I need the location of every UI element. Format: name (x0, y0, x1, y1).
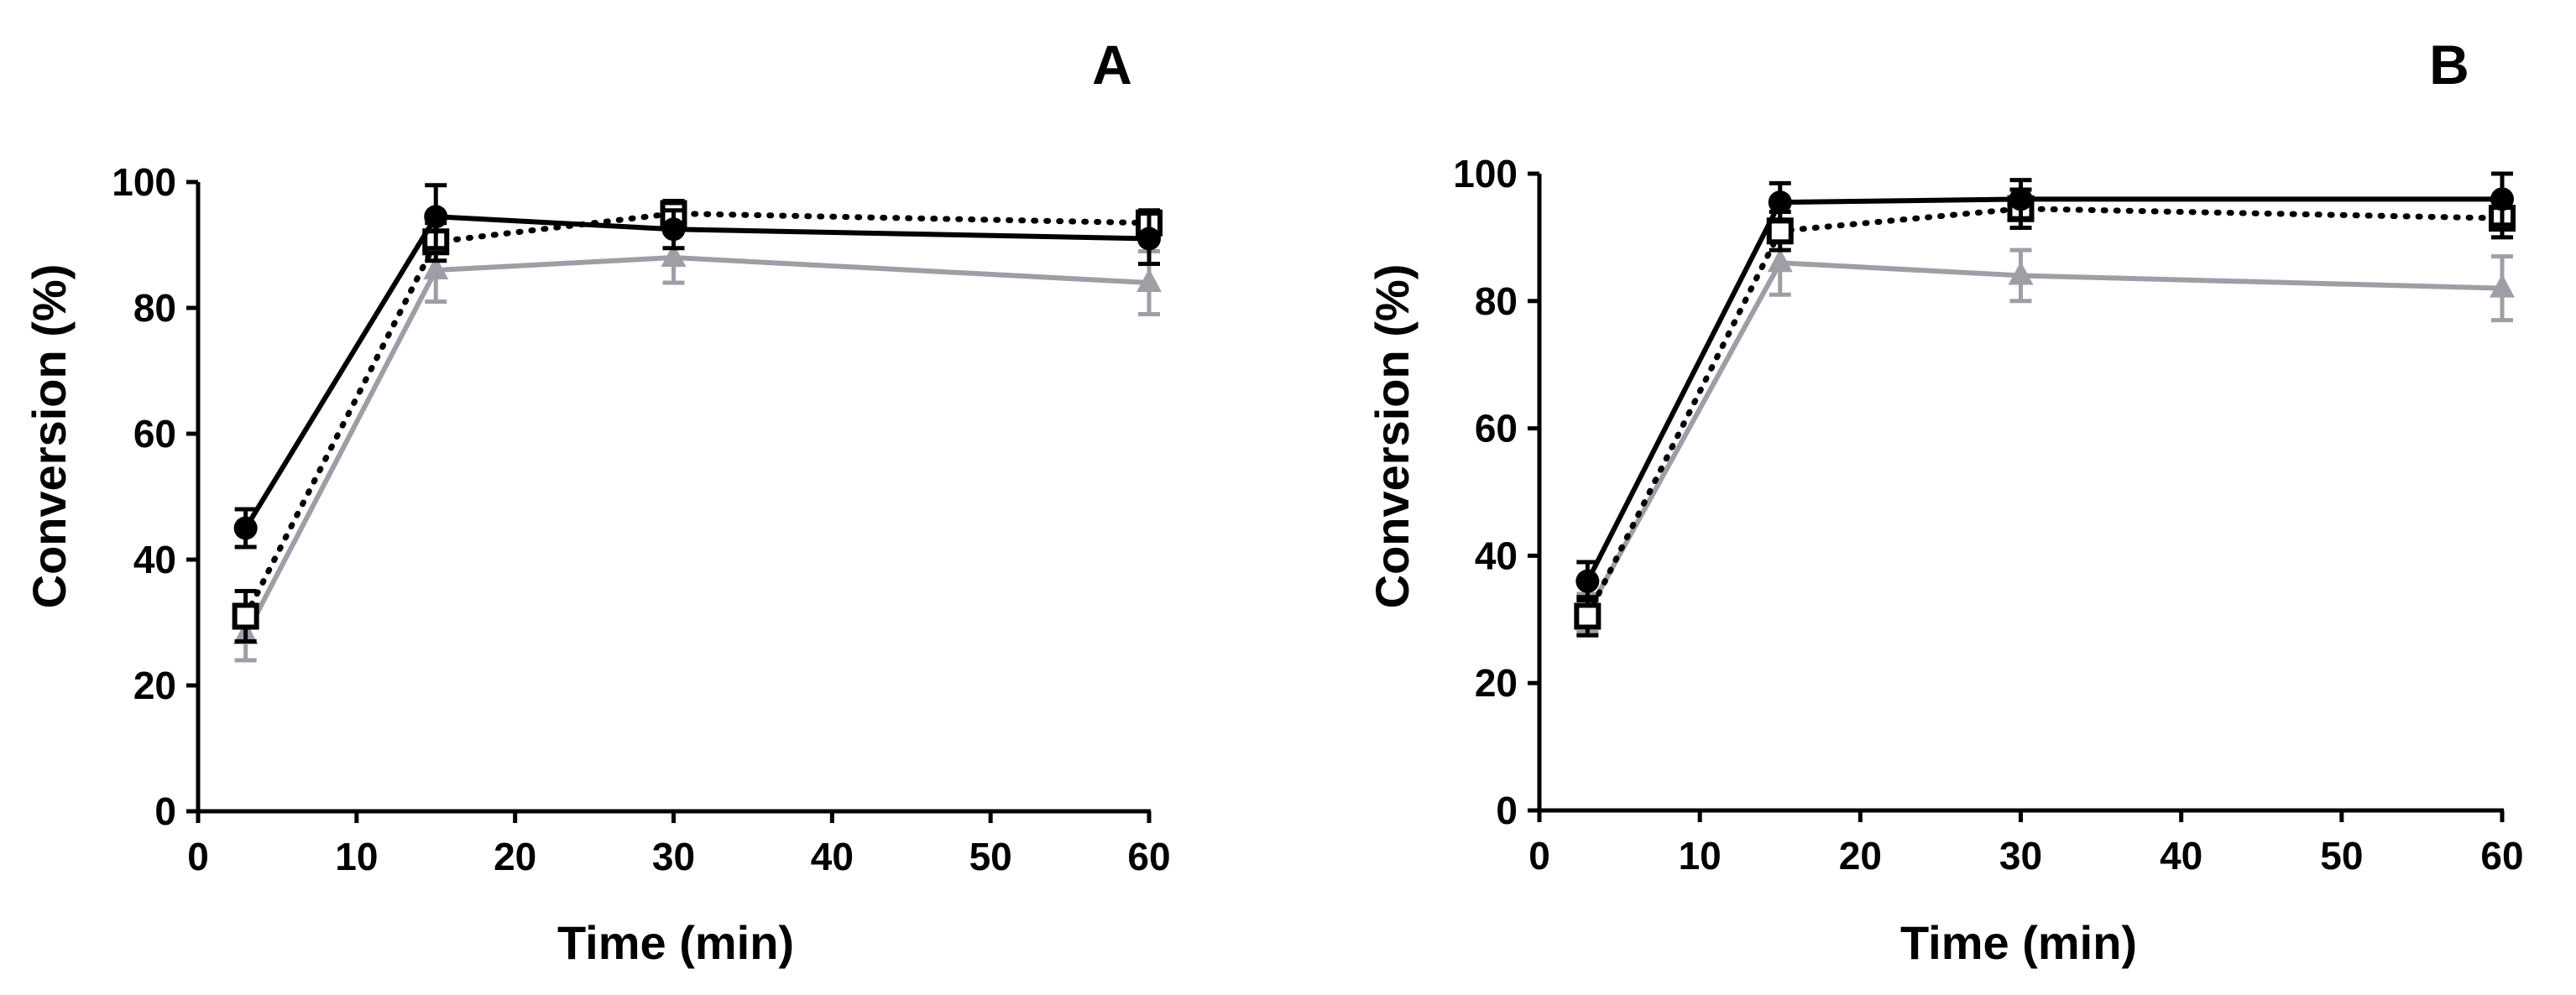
panel-a-point-triangle (423, 256, 449, 279)
panel-a-series-open-square (232, 199, 1163, 643)
panel-b-y-tick-label: 40 (1475, 534, 1518, 577)
panel-a-x-tick-label: 10 (335, 835, 378, 878)
panel-a-series-line-open-square (243, 211, 1152, 619)
panel-a-point-triangle (661, 243, 687, 267)
panel-b-series-line-filled-circle (1585, 196, 2502, 583)
panel-b-point-triangle (2490, 273, 2515, 298)
panel-b-y-tick-label: 80 (1475, 279, 1518, 323)
panel-a-point-circle (424, 205, 448, 229)
panel-b-series-line-open-square (1584, 206, 2505, 620)
panel-a-y-axis-title: Conversion (%) (23, 264, 76, 609)
panel-a-x-tick-label: 0 (187, 835, 209, 878)
panel-b-point-circle (2490, 187, 2514, 211)
panel-b-point-triangle (2008, 261, 2034, 285)
panel-b-x-axis-title: Time (min) (1900, 916, 2137, 969)
panel-a-series-line-gray-triangle (243, 255, 1150, 637)
panel-a-point-circle (233, 516, 258, 540)
panel-a-x-tick-label: 30 (652, 835, 695, 878)
panel-a-y-tick-label: 80 (133, 286, 176, 330)
panel-a-point-triangle (1136, 268, 1162, 292)
panel-b-point-circle (1768, 190, 1792, 215)
panel-b-y-tick-label: 0 (1496, 789, 1518, 832)
panel-a-series-filled-circle (233, 183, 1161, 550)
panel-b-x-tick-label: 30 (1999, 834, 2042, 878)
panel-a-y-tick-label: 100 (112, 160, 176, 204)
panel-a-y-tick-label: 0 (154, 789, 176, 833)
panel-a-series-gray-triangle (233, 230, 1162, 663)
panel-a-y-tick-label: 20 (133, 664, 176, 707)
panel-a-point-circle (1137, 227, 1161, 251)
panel-b: B Conversion (%) Time (min) 020406080100… (1366, 34, 2524, 969)
panel-a-point-square (232, 602, 259, 630)
panel-a-x-tick-label: 40 (811, 835, 854, 878)
panel-b-x-tick-label: 0 (1528, 834, 1550, 878)
panel-b-series-filled-circle (1575, 171, 2514, 603)
panel-b-x-tick-label: 40 (2160, 834, 2202, 878)
panel-b-y-tick-label: 100 (1453, 152, 1518, 195)
panel-a-x-tick-label: 20 (494, 835, 536, 878)
panel-a-y-tick-label: 40 (133, 538, 176, 581)
panel-a-point-circle (661, 217, 686, 242)
panel-b-label: B (2429, 34, 2469, 96)
panel-a-x-axis-title: Time (min) (557, 916, 794, 969)
panel-b-point-square (1574, 602, 1602, 630)
panel-b-y-tick-label: 20 (1475, 661, 1518, 705)
panel-a-x-tick-label: 50 (969, 835, 1012, 878)
panel-b-point-circle (2009, 187, 2033, 211)
panel-b-point-triangle (1767, 248, 1793, 273)
panel-b-x-tick-label: 10 (1679, 834, 1722, 878)
panel-b-x-tick-label: 50 (2320, 834, 2363, 878)
panel-b-series-gray-triangle (1575, 228, 2515, 634)
panel-b-point-circle (1575, 569, 1600, 593)
panel-a-y-tick-label: 60 (133, 412, 176, 456)
panel-b-series-line-gray-triangle (1585, 260, 2503, 615)
panel-b-series-open-square (1574, 187, 2516, 638)
panel-b-x-tick-label: 20 (1839, 834, 1882, 878)
panel-a-x-tick-label: 60 (1127, 835, 1170, 878)
panel-a-series-line-filled-circle (243, 214, 1150, 530)
panel-a: A Conversion (%) Time (min) 020406080100… (23, 34, 1171, 969)
panel-b-y-tick-label: 60 (1475, 407, 1518, 451)
panel-a-label: A (1092, 34, 1132, 96)
panel-b-x-tick-label: 60 (2480, 834, 2523, 878)
panel-b-y-axis-title: Conversion (%) (1366, 264, 1419, 609)
